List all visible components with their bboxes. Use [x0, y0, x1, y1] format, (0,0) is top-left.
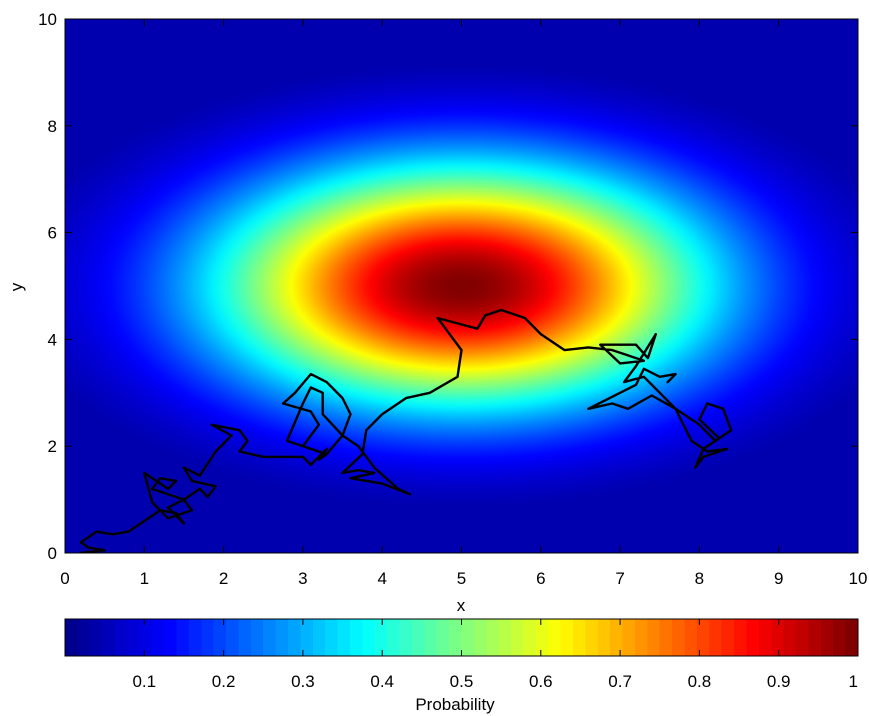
x-tick-label: 2 [219, 569, 228, 588]
colorbar-tick-label: 0.2 [212, 672, 236, 691]
y-tick-label: 2 [48, 437, 57, 456]
x-axis-label: x [457, 596, 466, 615]
colorbar-scale [64, 618, 859, 657]
colorbar-tick-label: 0.5 [450, 672, 474, 691]
y-tick-label: 4 [48, 330, 57, 349]
x-tick-label: 8 [695, 569, 704, 588]
colorbar: 0.1 0.2 0.3 0.4 0.5 0.6 0.7 0.8 0.9 1 Probability [64, 618, 859, 714]
x-tick-label: 10 [849, 569, 868, 588]
colorbar-tick-label: 0.4 [370, 672, 394, 691]
x-tick-label: 3 [298, 569, 307, 588]
plot-area [64, 18, 859, 554]
x-axis: 0 1 2 3 4 5 6 7 8 9 10 [60, 19, 867, 588]
colorbar-tick-label: 0.6 [529, 672, 553, 691]
colorbar-tick-label: 0.3 [291, 672, 315, 691]
colorbar-tick-label: 1 [849, 672, 858, 691]
x-tick-label: 9 [774, 569, 783, 588]
y-axis-label: y [7, 282, 26, 291]
x-tick-label: 4 [377, 569, 386, 588]
y-tick-label: 10 [38, 10, 57, 29]
colorbar-ticks: 0.1 0.2 0.3 0.4 0.5 0.6 0.7 0.8 0.9 1 [132, 619, 859, 691]
colorbar-tick-label: 0.1 [132, 672, 156, 691]
x-tick-label: 6 [536, 569, 545, 588]
x-tick-label: 5 [457, 569, 466, 588]
colorbar-label: Probability [415, 695, 495, 714]
y-axis: 0 2 4 6 8 10 [38, 10, 858, 563]
y-tick-label: 6 [48, 224, 57, 243]
colorbar-tick-label: 0.7 [608, 672, 632, 691]
heatmap-surface [65, 63, 858, 509]
colorbar-tick-label: 0.8 [688, 672, 712, 691]
x-tick-label: 0 [60, 569, 69, 588]
x-tick-label: 7 [615, 569, 624, 588]
x-tick-label: 1 [140, 569, 149, 588]
colorbar-tick-label: 0.9 [767, 672, 791, 691]
y-tick-label: 8 [48, 117, 57, 136]
y-tick-label: 0 [48, 544, 57, 563]
random-walk-path [79, 308, 733, 553]
